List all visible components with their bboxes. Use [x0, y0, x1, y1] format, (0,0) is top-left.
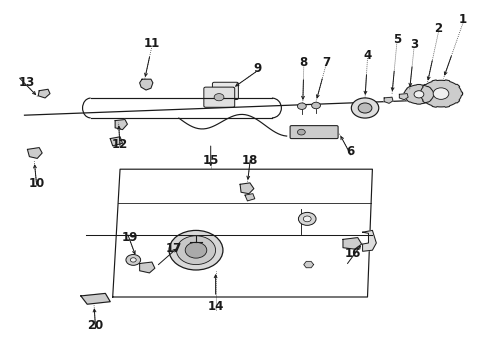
Circle shape [303, 216, 311, 222]
Text: 4: 4 [364, 49, 371, 62]
Text: 7: 7 [322, 57, 330, 69]
Circle shape [126, 255, 141, 265]
Text: 3: 3 [410, 39, 418, 51]
Text: 18: 18 [242, 154, 258, 167]
Polygon shape [115, 120, 127, 130]
Polygon shape [81, 293, 110, 304]
Circle shape [297, 129, 305, 135]
Polygon shape [384, 97, 393, 103]
Text: 20: 20 [87, 319, 104, 332]
Circle shape [358, 103, 372, 113]
Circle shape [414, 91, 424, 98]
Polygon shape [110, 137, 122, 146]
Polygon shape [240, 183, 254, 194]
Text: 8: 8 [300, 57, 308, 69]
Text: 19: 19 [122, 231, 138, 244]
Text: 9: 9 [253, 62, 261, 75]
Polygon shape [38, 89, 50, 98]
Polygon shape [304, 261, 314, 268]
Circle shape [214, 94, 224, 101]
Text: 6: 6 [346, 145, 354, 158]
Text: 11: 11 [144, 37, 160, 50]
Polygon shape [404, 85, 434, 104]
Circle shape [169, 230, 223, 270]
Circle shape [298, 212, 316, 225]
FancyBboxPatch shape [213, 82, 238, 100]
Text: 17: 17 [166, 242, 182, 255]
Text: 1: 1 [459, 13, 467, 26]
Polygon shape [399, 94, 408, 100]
Circle shape [433, 88, 449, 99]
Polygon shape [140, 79, 153, 90]
Text: 16: 16 [344, 247, 361, 260]
Circle shape [351, 98, 379, 118]
Polygon shape [27, 148, 42, 158]
Polygon shape [245, 194, 255, 201]
Circle shape [130, 258, 136, 262]
Polygon shape [419, 80, 463, 107]
FancyBboxPatch shape [290, 126, 338, 139]
Text: 2: 2 [435, 22, 442, 35]
Circle shape [297, 103, 306, 109]
FancyBboxPatch shape [204, 87, 235, 107]
Text: 15: 15 [202, 154, 219, 167]
Text: 14: 14 [207, 300, 224, 313]
Polygon shape [363, 230, 376, 251]
Polygon shape [343, 238, 362, 249]
Circle shape [312, 102, 320, 109]
Circle shape [185, 242, 207, 258]
Text: 10: 10 [28, 177, 45, 190]
Text: 12: 12 [112, 138, 128, 150]
Circle shape [176, 236, 216, 265]
Polygon shape [140, 262, 155, 273]
Text: 13: 13 [19, 76, 35, 89]
Text: 5: 5 [393, 33, 401, 46]
